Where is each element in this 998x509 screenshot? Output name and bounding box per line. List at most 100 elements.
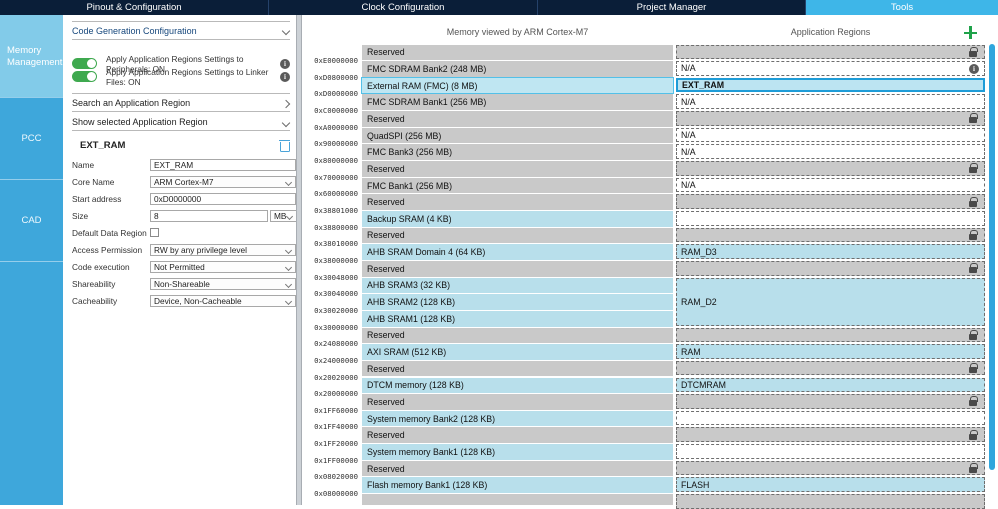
form-row-start-address: Start address [72, 190, 296, 207]
lock-icon [969, 329, 978, 340]
chevron-down-icon [286, 282, 292, 288]
memory-region-axi-sram-512-kb-[interactable]: AXI SRAM (512 KB) [362, 344, 673, 360]
memory-region-reserved[interactable]: Reserved [362, 327, 673, 344]
memory-region-reserved[interactable]: Reserved [362, 227, 673, 244]
default-data-region-checkbox[interactable] [150, 228, 159, 237]
size-field[interactable] [150, 209, 268, 222]
memory-region-reserved[interactable]: Reserved [362, 111, 673, 127]
sidebar-item-cad[interactable]: CAD [0, 179, 63, 261]
application-region-ram_d2[interactable]: RAM_D2 [676, 277, 985, 326]
application-region-na[interactable]: N/A [676, 144, 985, 160]
size-unit-select[interactable]: MB [270, 209, 297, 222]
memory-region-fmc-bank3-256-mb-[interactable]: FMC Bank3 (256 MB) [362, 144, 673, 161]
name-field[interactable] [150, 158, 296, 171]
application-region-cell[interactable] [676, 410, 985, 426]
address-label: 0x20000000 [314, 389, 358, 399]
panel-splitter[interactable] [296, 15, 302, 505]
application-region-locked[interactable] [676, 44, 985, 60]
cacheability-select[interactable]: Device, Non-Cacheable [150, 294, 296, 307]
core-name-label: Core Name [72, 176, 115, 187]
application-region-locked[interactable] [676, 161, 985, 176]
application-region-locked[interactable] [676, 460, 985, 476]
tab-project-manager[interactable]: Project Manager [538, 0, 806, 15]
section-show-selected-application-region[interactable]: Show selected Application Region [72, 114, 290, 131]
application-region-flash[interactable]: FLASH [676, 477, 985, 493]
left-sidebar: Memory Management PCC CAD [0, 15, 63, 505]
chevron-down-icon [287, 214, 293, 220]
start-address-field[interactable] [150, 192, 296, 205]
form-row-size: Size MB [72, 207, 297, 224]
application-region-locked[interactable] [676, 260, 985, 276]
lock-icon [969, 113, 978, 124]
linker-files-toggle[interactable] [72, 71, 97, 82]
application-region-cell[interactable] [676, 444, 985, 459]
memory-region-quadspi-256-mb-[interactable]: QuadSPI (256 MB) [362, 127, 673, 144]
application-region-ram_d3[interactable]: RAM_D3 [676, 244, 985, 259]
core-name-value: ARM Cortex-M7 [154, 176, 214, 187]
memory-region-external-ram-fmc-8-mb-[interactable]: External RAM (FMC) (8 MB) [361, 76, 674, 95]
memory-region-ahb-sram2-128-kb-[interactable]: AHB SRAM2 (128 KB) [362, 294, 673, 310]
section-code-generation-configuration[interactable]: Code Generation Configuration [72, 21, 290, 40]
application-region-locked[interactable] [676, 427, 985, 443]
application-region-na[interactable]: N/A i [676, 61, 985, 76]
application-region-cell[interactable] [676, 211, 985, 226]
memory-region-backup-sram-4-kb-[interactable]: Backup SRAM (4 KB) [362, 211, 673, 227]
code-execution-select[interactable]: Not Permitted [150, 260, 296, 273]
memory-region-reserved[interactable]: Reserved [362, 427, 673, 444]
info-icon[interactable]: i [969, 63, 979, 74]
trash-icon[interactable] [279, 139, 290, 152]
memory-region-flash-memory-bank1-128-kb-[interactable]: Flash memory Bank1 (128 KB) [362, 477, 673, 494]
memory-region-reserved[interactable]: Reserved [362, 394, 673, 410]
memory-region-ahb-sram1-128-kb-[interactable]: AHB SRAM1 (128 KB) [362, 310, 673, 327]
application-region-dtcmram[interactable]: DTCMRAM [676, 377, 985, 393]
memory-region-fmc-bank1-256-mb-[interactable]: FMC Bank1 (256 MB) [362, 177, 673, 194]
lock-icon [969, 463, 978, 474]
memory-region-reserved[interactable]: Reserved [362, 360, 673, 377]
memory-region-ahb-sram3-32-kb-[interactable]: AHB SRAM3 (32 KB) [362, 277, 673, 294]
application-region-locked[interactable] [676, 227, 985, 243]
info-icon[interactable]: i [280, 58, 290, 69]
vertical-scrollbar[interactable] [989, 44, 995, 470]
peripherals-toggle[interactable] [72, 58, 97, 69]
sidebar-item-memory-management[interactable]: Memory Management [0, 15, 63, 97]
address-label: 0x80000000 [314, 156, 358, 166]
address-label: 0x60000000 [314, 189, 358, 199]
application-region-na[interactable]: N/A [676, 94, 985, 110]
application-region-ext-ram-selected[interactable]: EXT_RAM [676, 77, 985, 93]
info-icon[interactable]: i [280, 71, 290, 82]
form-row-core-name: Core Name ARM Cortex-M7 [72, 173, 296, 190]
application-region-locked[interactable] [676, 327, 985, 343]
memory-region-system-memory-bank2-128-kb-[interactable]: System memory Bank2 (128 KB) [362, 410, 673, 427]
core-name-select[interactable]: ARM Cortex-M7 [150, 175, 296, 188]
shareability-select[interactable]: Non-Shareable [150, 277, 296, 290]
application-region-na[interactable]: N/A [676, 177, 985, 193]
sidebar-item-pcc[interactable]: PCC [0, 97, 63, 179]
section-search-application-region[interactable]: Search an Application Region [72, 95, 290, 112]
application-region-locked[interactable] [676, 360, 985, 376]
memory-region-dtcm-memory-128-kb-[interactable]: DTCM memory (128 KB) [362, 377, 673, 394]
memory-region-reserved[interactable]: Reserved [362, 460, 673, 477]
address-label: 0x08020000 [314, 472, 358, 482]
partial-row-application [676, 494, 985, 509]
application-region-locked[interactable] [676, 111, 985, 126]
add-region-icon[interactable] [964, 26, 977, 39]
memory-region-reserved[interactable]: Reserved [362, 161, 673, 177]
memory-region-fmc-sdram-bank2-248-mb-[interactable]: FMC SDRAM Bank2 (248 MB) [362, 61, 673, 77]
access-permission-select[interactable]: RW by any privilege level [150, 243, 296, 256]
memory-region-reserved[interactable]: Reserved [362, 44, 673, 61]
address-label: 0x38801000 [314, 206, 358, 215]
application-region-na[interactable]: N/A [676, 127, 985, 143]
application-region-locked[interactable] [676, 194, 985, 209]
memory-region-reserved[interactable]: Reserved [362, 260, 673, 277]
application-region-locked[interactable] [676, 394, 985, 409]
memory-region-fmc-sdram-bank1-256-mb-[interactable]: FMC SDRAM Bank1 (256 MB) [362, 94, 673, 111]
tab-clock-configuration[interactable]: Clock Configuration [269, 0, 538, 15]
memory-region-reserved[interactable]: Reserved [362, 194, 673, 210]
tab-tools[interactable]: Tools [806, 0, 998, 15]
tab-pinout-configuration[interactable]: Pinout & Configuration [0, 0, 269, 15]
address-label: 0x30000000 [314, 322, 358, 332]
application-region-ram[interactable]: RAM [676, 344, 985, 359]
peripherals-toggle-row: Apply Application Regions Settings to Pe… [72, 54, 290, 74]
memory-region-ahb-sram-domain-4-64-kb-[interactable]: AHB SRAM Domain 4 (64 KB) [362, 244, 673, 260]
memory-region-system-memory-bank1-128-kb-[interactable]: System memory Bank1 (128 KB) [362, 444, 673, 460]
